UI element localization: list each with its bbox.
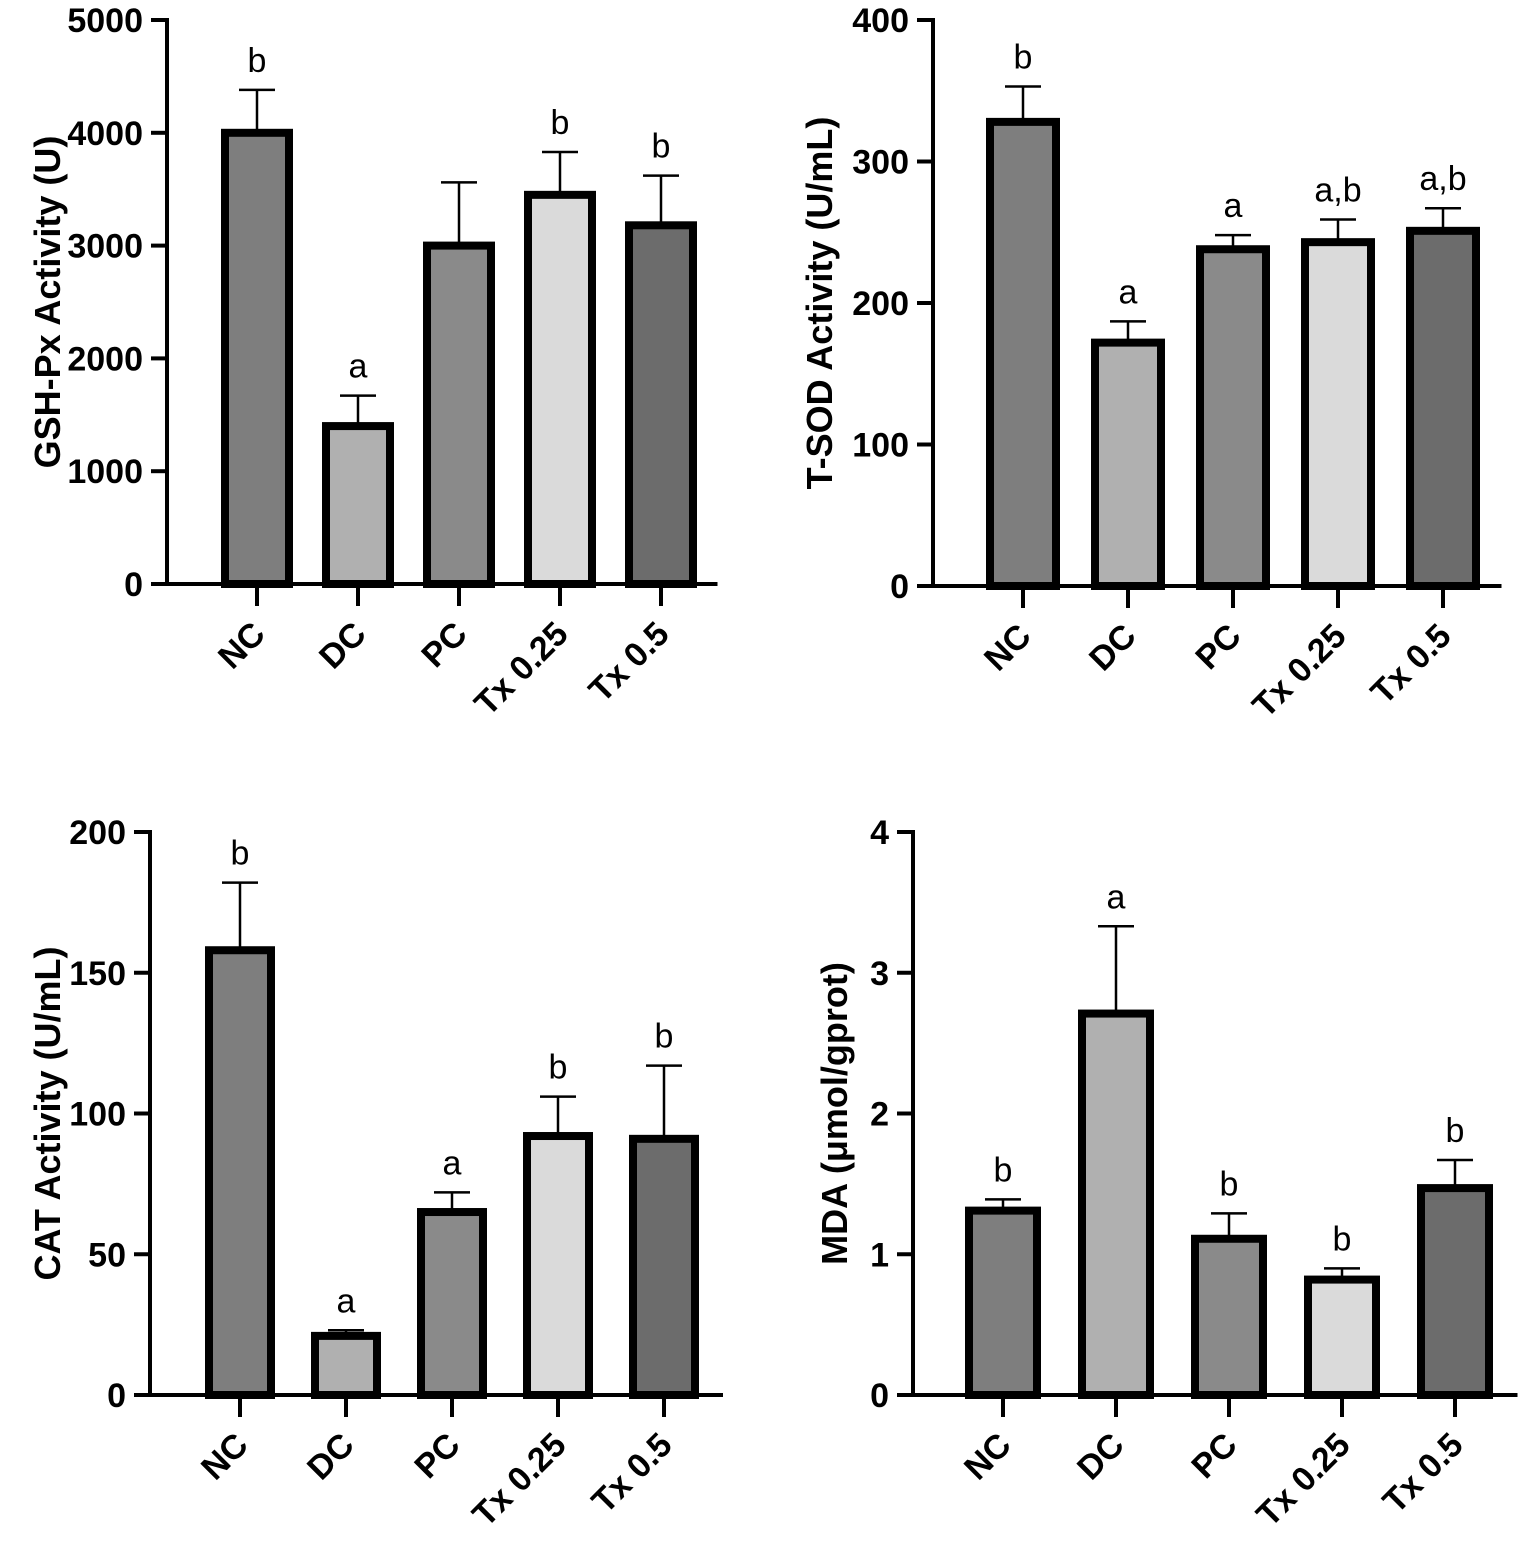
significance-label-nc: b bbox=[1014, 39, 1033, 77]
y-tick-label: 0 bbox=[870, 1377, 889, 1415]
significance-label-nc: b bbox=[994, 1151, 1013, 1189]
bar-nc bbox=[965, 1206, 1041, 1400]
bar-pc bbox=[423, 241, 495, 588]
category-label-tx-0-5: Tx 0.5 bbox=[585, 1426, 680, 1521]
y-tick-label: 200 bbox=[69, 814, 126, 852]
y-tick-label: 100 bbox=[69, 1096, 126, 1134]
bar-tx-0-25 bbox=[1304, 1275, 1380, 1399]
y-tick-label: 4000 bbox=[67, 115, 143, 153]
bar-tx-0-25 bbox=[523, 1132, 593, 1400]
category-label-pc: PC bbox=[1188, 617, 1248, 677]
significance-label-tx-0-5: b bbox=[1446, 1112, 1465, 1150]
significance-label-tx-0-5: a,b bbox=[1419, 160, 1466, 198]
significance-label-pc: b bbox=[1220, 1165, 1239, 1203]
significance-label-dc: a bbox=[349, 348, 368, 386]
bar-dc bbox=[311, 1331, 381, 1400]
category-label-tx-0-5: Tx 0.5 bbox=[582, 615, 677, 710]
category-label-tx-0-25: Tx 0.25 bbox=[1249, 1426, 1357, 1534]
significance-label-tx-0-25: a,b bbox=[1314, 172, 1361, 210]
cat-panel: 0 50 100 150 200 CAT Activity (U/mL) NC b DC a PC a… bbox=[27, 814, 723, 1534]
category-label-tx-0-25: Tx 0.25 bbox=[1245, 617, 1353, 725]
significance-label-pc: a bbox=[1224, 187, 1243, 225]
y-tick-label: 100 bbox=[852, 427, 909, 465]
mda-panel: 0 1 2 3 4 MDA (μmol/gprot) NC b DC a PC b Tx 0.25 b Tx… bbox=[814, 814, 1518, 1534]
bar-tx-0-25 bbox=[524, 190, 596, 588]
bar-tx-0-5 bbox=[1406, 226, 1480, 591]
category-label-pc: PC bbox=[407, 1426, 467, 1486]
significance-label-tx-0-5: b bbox=[655, 1018, 674, 1056]
category-label-tx-0-5: Tx 0.5 bbox=[1364, 617, 1459, 712]
bar-dc bbox=[322, 422, 394, 588]
y-tick-label: 5000 bbox=[67, 2, 143, 40]
category-label-pc: PC bbox=[414, 615, 474, 675]
y-tick-label: 300 bbox=[852, 144, 909, 182]
category-label-dc: DC bbox=[1082, 617, 1144, 679]
category-label-nc: NC bbox=[194, 1426, 256, 1488]
category-label-nc: NC bbox=[211, 615, 273, 677]
category-label-dc: DC bbox=[312, 615, 374, 677]
y-tick-label: 3 bbox=[870, 955, 889, 993]
category-label-dc: DC bbox=[300, 1426, 362, 1488]
bar-nc bbox=[205, 946, 275, 1399]
y-axis-title: MDA (μmol/gprot) bbox=[814, 962, 855, 1265]
y-tick-label: 150 bbox=[69, 955, 126, 993]
category-label-nc: NC bbox=[977, 617, 1039, 679]
significance-label-tx-0-25: b bbox=[549, 1049, 568, 1087]
bar-dc bbox=[1078, 1009, 1154, 1399]
y-tick-label: 4 bbox=[870, 814, 889, 852]
bar-tx-0-5 bbox=[1417, 1184, 1493, 1400]
y-tick-label: 1 bbox=[870, 1236, 889, 1274]
y-tick-label: 3000 bbox=[67, 228, 143, 266]
bar-dc bbox=[1091, 338, 1165, 590]
y-tick-label: 2 bbox=[870, 1096, 889, 1134]
t-sod-panel: 0 100 200 300 400 T-SOD Activity (U/mL) NC b DC a… bbox=[799, 2, 1502, 725]
y-tick-label: 400 bbox=[852, 2, 909, 40]
y-axis-title: CAT Activity (U/mL) bbox=[27, 946, 68, 1280]
y-tick-label: 0 bbox=[890, 568, 909, 606]
significance-label-tx-0-25: b bbox=[1333, 1220, 1352, 1258]
bar-pc bbox=[1196, 245, 1270, 590]
y-axis-title: T-SOD Activity (U/mL) bbox=[799, 117, 840, 490]
category-label-tx-0-25: Tx 0.25 bbox=[467, 615, 575, 723]
y-tick-label: 50 bbox=[88, 1236, 126, 1274]
category-label-tx-0-25: Tx 0.25 bbox=[465, 1426, 573, 1534]
bar-tx-0-5 bbox=[625, 221, 697, 589]
gsh-px-panel: 0 1000 2000 3000 4000 5000 GSH-Px Activity (U)… bbox=[27, 2, 718, 723]
y-tick-label: 200 bbox=[852, 285, 909, 323]
significance-label-dc: a bbox=[337, 1282, 356, 1320]
y-tick-label: 2000 bbox=[67, 340, 143, 378]
category-label-dc: DC bbox=[1070, 1426, 1132, 1488]
category-label-pc: PC bbox=[1184, 1426, 1244, 1486]
category-label-nc: NC bbox=[957, 1426, 1019, 1488]
significance-label-pc: a bbox=[443, 1144, 462, 1182]
bar-pc bbox=[1191, 1234, 1267, 1399]
bar-nc bbox=[986, 117, 1060, 590]
y-axis-title: GSH-Px Activity (U) bbox=[27, 136, 68, 469]
significance-label-nc: b bbox=[248, 42, 267, 80]
significance-label-dc: a bbox=[1107, 878, 1126, 916]
significance-label-tx-0-25: b bbox=[551, 104, 570, 142]
bar-nc bbox=[221, 128, 293, 589]
y-tick-label: 0 bbox=[124, 566, 143, 604]
bar-tx-0-25 bbox=[1301, 238, 1375, 590]
y-tick-label: 0 bbox=[107, 1377, 126, 1415]
bar-tx-0-5 bbox=[629, 1134, 699, 1399]
y-tick-label: 1000 bbox=[67, 453, 143, 491]
category-label-tx-0-5: Tx 0.5 bbox=[1376, 1426, 1471, 1521]
significance-label-dc: a bbox=[1119, 273, 1138, 311]
significance-label-tx-0-5: b bbox=[652, 128, 671, 166]
significance-label-nc: b bbox=[231, 835, 250, 873]
bar-pc bbox=[417, 1208, 487, 1400]
